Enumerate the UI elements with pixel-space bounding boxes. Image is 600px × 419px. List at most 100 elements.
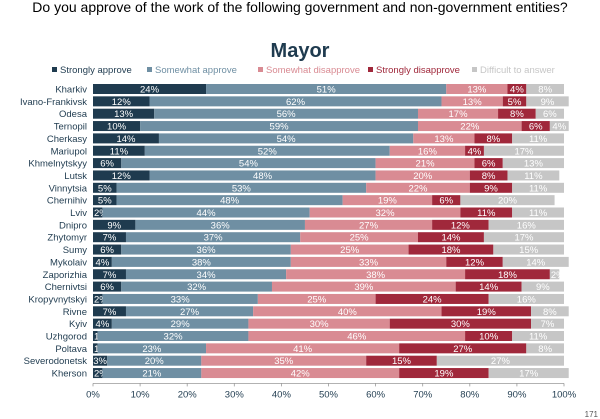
bar-segment [465, 145, 484, 156]
data-label: 17% [519, 369, 539, 380]
data-label: 39% [354, 282, 374, 293]
bar-segment [309, 207, 461, 218]
bar-segment [93, 318, 112, 329]
bar-segment [107, 355, 202, 366]
data-label: 16% [517, 220, 537, 231]
data-label: 48% [253, 171, 273, 182]
bar-segment [125, 269, 287, 280]
bar-segment [304, 219, 433, 230]
data-label: 6% [100, 159, 114, 170]
bar-segment [121, 158, 376, 169]
data-label: 6% [100, 282, 114, 293]
data-label: 29% [171, 319, 191, 330]
data-label: 19% [477, 307, 497, 318]
data-label: 18% [498, 270, 518, 281]
data-label: 13% [114, 109, 134, 120]
data-label: 22% [408, 183, 428, 194]
bar-segment [121, 244, 291, 255]
data-label: 6% [529, 122, 543, 133]
data-label: 9% [536, 282, 550, 293]
data-label: 19% [434, 369, 454, 380]
bar-segment [526, 96, 569, 107]
bar-segment [201, 368, 400, 379]
bar-segment [469, 170, 508, 181]
data-label: 4% [552, 122, 566, 133]
bar-segment [125, 232, 301, 243]
data-label: 2% [94, 369, 108, 380]
bar-segment [253, 306, 442, 317]
data-label: 27% [453, 344, 473, 355]
bar-segment [375, 170, 470, 181]
bar-segment [460, 207, 513, 218]
data-label: 12% [112, 171, 132, 182]
bar-segment [502, 256, 569, 267]
data-label: 20% [498, 196, 518, 207]
data-label: 8% [510, 109, 524, 120]
bar-segment [417, 121, 522, 132]
data-label: 25% [307, 294, 327, 305]
data-label: 36% [211, 220, 231, 231]
bar-segment [465, 331, 513, 341]
bar-segment [97, 343, 207, 354]
legend-label: Difficult to answer [480, 65, 555, 76]
data-label: 33% [359, 257, 379, 268]
data-label: 6% [543, 109, 557, 120]
page-number: 171 [584, 410, 598, 419]
bar-segment [93, 207, 103, 218]
data-label: 8% [538, 344, 552, 355]
data-label: 5% [98, 183, 112, 194]
bar-segment [460, 195, 555, 206]
data-label: 15% [519, 245, 539, 256]
bar-segment [93, 293, 103, 304]
bar-segment [290, 244, 409, 255]
data-label: 11% [110, 146, 129, 157]
category-label: Zhytomyr [47, 233, 87, 244]
data-label: 17% [514, 146, 534, 157]
data-label: 8% [543, 307, 557, 318]
bar-segment [102, 207, 310, 218]
data-label: 59% [270, 122, 290, 133]
data-label: 54% [239, 159, 259, 170]
bar-segment [512, 133, 564, 144]
bar-segment [102, 368, 202, 379]
category-label: Sumy [63, 245, 88, 256]
category-label: Ivano-Frankivsk [20, 97, 87, 108]
bar-segment [206, 84, 447, 94]
bar-segment [366, 182, 470, 193]
category-label: Chernihiv [47, 196, 87, 207]
legend-swatch [258, 67, 263, 72]
bar-segment [549, 121, 569, 132]
bar-segment [375, 158, 475, 169]
bar-segment [93, 343, 98, 354]
bar-segment [149, 96, 442, 107]
data-label: 19% [378, 196, 398, 207]
data-label: 14% [116, 134, 136, 145]
bar-segment [93, 281, 122, 292]
data-label: 11% [529, 332, 548, 343]
x-tick-label: 90% [507, 389, 527, 400]
x-tick-label: 40% [272, 389, 292, 400]
data-label: 23% [142, 344, 162, 355]
bar-segment [97, 331, 249, 341]
x-tick-label: 70% [413, 389, 433, 400]
bar-segment [502, 96, 527, 107]
bar-segment [483, 145, 564, 156]
legend-label: Strongly approve [60, 65, 132, 76]
bar-segment [93, 232, 126, 243]
bar-segment [286, 269, 466, 280]
bar-segment [512, 331, 564, 341]
data-label: 14% [479, 282, 499, 293]
data-label: 20% [413, 171, 433, 182]
data-label: 8% [486, 134, 500, 145]
bar-segment [93, 256, 112, 267]
data-label: 21% [142, 369, 162, 380]
data-label: 46% [347, 332, 367, 343]
bar-segment [521, 121, 550, 132]
bar-segment [116, 182, 367, 193]
data-label: 38% [366, 270, 386, 281]
bar-segment [474, 158, 503, 169]
data-label: 5% [98, 196, 112, 207]
data-label: 17% [514, 233, 534, 244]
bar-segment [512, 207, 564, 218]
category-label: Lviv [70, 208, 87, 219]
